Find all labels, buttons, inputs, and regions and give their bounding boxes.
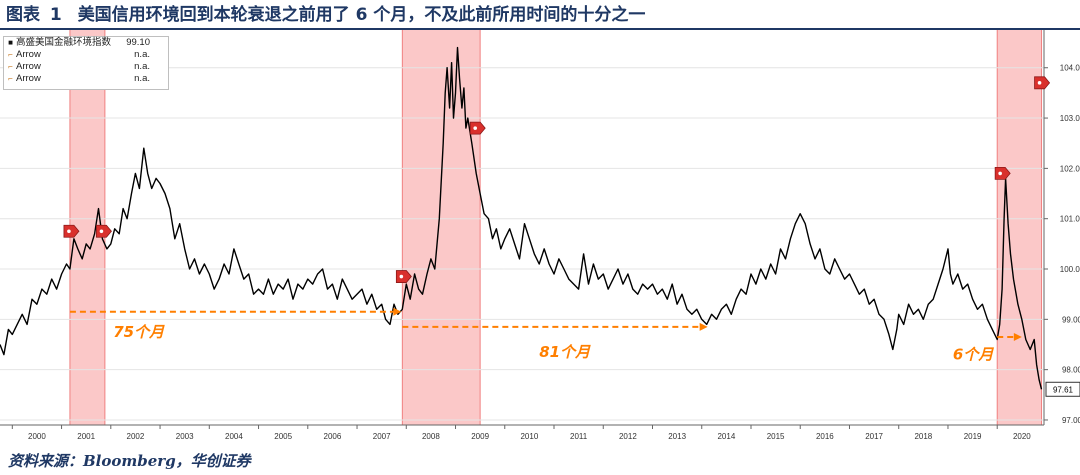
flag-marker-dot [399, 274, 404, 279]
x-tick-label: 2013 [668, 432, 686, 441]
flag-marker-dot [998, 171, 1002, 176]
flag-marker [63, 224, 80, 238]
x-tick-label: 2015 [767, 432, 785, 441]
y-tick-label: 103.00 [1060, 114, 1080, 123]
last-value-box [1045, 381, 1080, 397]
x-tick-label: 2011 [570, 432, 588, 441]
duration-label: 81个月 [539, 343, 591, 361]
figure-title-text: 美国信用环境回到本轮衰退之前用了 6 个月，不及此前所用时间的十分之一 [77, 5, 646, 25]
flag-marker [1034, 76, 1051, 90]
legend-arrow-icon: ⌐ [8, 74, 13, 83]
legend-value: n.a. [134, 61, 150, 72]
chart-legend: ■ 高盛美国金融环境指数 99.10 ⌐ Arrow n.a. ⌐ Arrow … [3, 36, 169, 90]
legend-label: Arrow [16, 49, 41, 60]
legend-row-arrow: ⌐ Arrow n.a. [4, 73, 168, 85]
flag-marker [395, 270, 412, 283]
legend-arrow-icon: ⌐ [8, 50, 13, 59]
y-tick-label: 102.00 [1060, 164, 1080, 173]
recession-band [402, 30, 481, 425]
flag-marker [96, 224, 112, 238]
x-tick-label: 2006 [324, 432, 342, 441]
figure-title-number: 1 [49, 5, 62, 25]
legend-row-arrow: ⌐ Arrow n.a. [4, 49, 168, 61]
flag-marker-dot [473, 126, 478, 130]
flag-marker [994, 167, 1011, 180]
legend-label: Arrow [16, 73, 41, 84]
x-tick-label: 2018 [914, 432, 932, 441]
last-value-label: 97.61 [1053, 385, 1074, 394]
figure-title: 图表 1 美国信用环境回到本轮衰退之前用了 6 个月，不及此前所用时间的十分之一 [6, 2, 645, 28]
source-note: 资料来源：Bloomberg，华创证券 [8, 452, 251, 470]
recession-band [997, 30, 1042, 425]
duration-label: 75个月 [113, 323, 165, 341]
x-tick-label: 2008 [422, 432, 440, 441]
legend-label: Arrow [16, 61, 41, 72]
chart-area: 97.00 98.00 99.00 100.00 101.00 102.00 103.00 1… [0, 30, 1080, 441]
x-tick-label: 2005 [274, 432, 292, 441]
duration-arrow-head [699, 322, 708, 331]
x-tick-label: 2002 [127, 432, 145, 441]
y-tick-label: 98.00 [1062, 366, 1080, 375]
x-tick-label: 2010 [520, 432, 538, 441]
duration-arrow-head [393, 307, 402, 316]
figure-title-prefix: 图表 [6, 5, 40, 25]
legend-arrow-icon: ⌐ [8, 62, 13, 71]
x-tick-label: 2009 [471, 432, 489, 441]
x-tick-label: 2014 [717, 432, 735, 441]
x-tick-label: 2004 [225, 432, 243, 441]
x-tick-label: 2012 [619, 432, 637, 441]
flag-marker [469, 121, 486, 135]
x-tick-label: 2020 [1013, 432, 1031, 441]
x-tick-label: 2017 [865, 432, 883, 441]
duration-arrow-head [1013, 332, 1022, 341]
y-tick-label: 101.00 [1060, 215, 1080, 224]
legend-label: 高盛美国金融环境指数 [16, 37, 112, 48]
duration-label: 6个月 [953, 346, 994, 364]
legend-square-icon: ■ [8, 38, 13, 47]
flag-marker-dot [67, 229, 71, 234]
legend-value: n.a. [134, 73, 150, 84]
legend-value: n.a. [134, 49, 150, 60]
y-tick-label: 104.00 [1060, 64, 1080, 73]
title-underline [0, 28, 1080, 30]
x-tick-label: 2007 [373, 432, 391, 441]
fci-series-line [0, 46, 1043, 390]
y-tick-label: 100.00 [1060, 265, 1080, 274]
legend-value: 99.10 [126, 37, 150, 48]
x-tick-label: 2016 [816, 432, 834, 441]
legend-row-fci: ■ 高盛美国金融环境指数 99.10 [4, 37, 168, 49]
x-tick-label: 2000 [28, 432, 46, 441]
x-tick-label: 2003 [176, 432, 194, 441]
flag-marker-dot [99, 229, 104, 234]
legend-row-arrow: ⌐ Arrow n.a. [4, 61, 168, 73]
y-tick-label: 99.00 [1062, 315, 1080, 324]
x-tick-label: 2019 [964, 432, 982, 441]
y-tick-label: 97.00 [1062, 416, 1080, 425]
flag-marker-dot [1037, 81, 1042, 85]
x-tick-label: 2001 [77, 432, 95, 441]
